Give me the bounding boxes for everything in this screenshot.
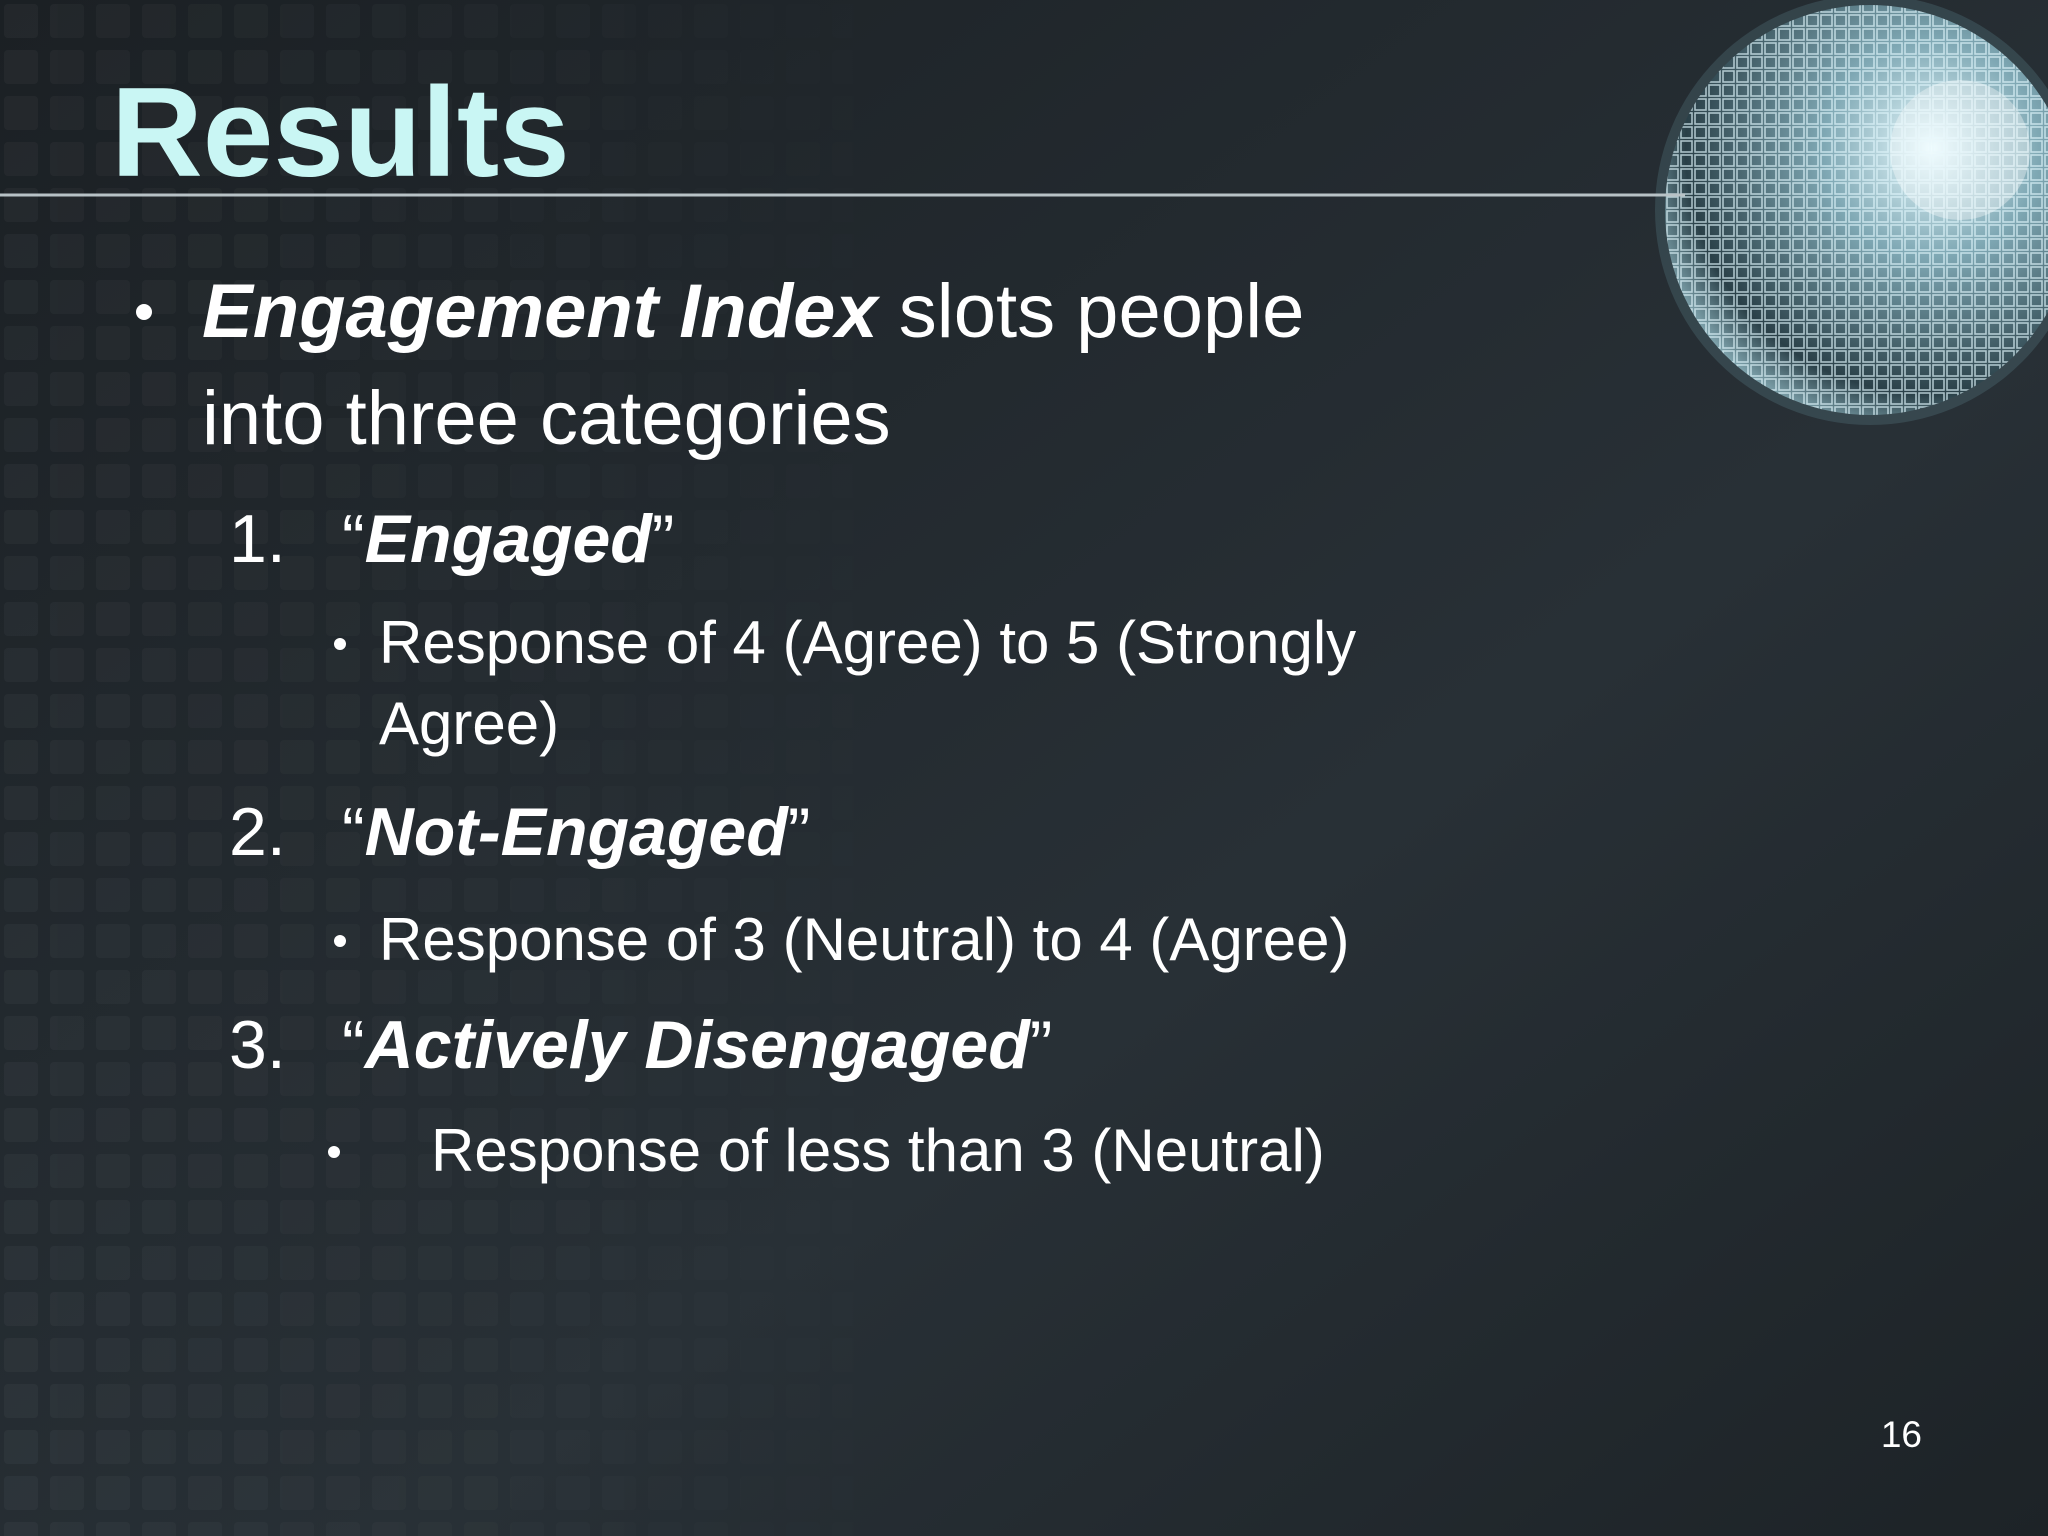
bullet-text-rest: slots people: [878, 269, 1305, 354]
sub-bullet-dot: [334, 638, 346, 650]
item-term: Actively Disengaged: [363, 1007, 1032, 1083]
item-number: 3.: [229, 1007, 286, 1083]
slide-title: Results: [111, 61, 570, 203]
globe: [1655, 0, 2048, 425]
bullet-text: Engagement Index slots people: [202, 269, 1304, 354]
sub-bullet-dot: [334, 935, 346, 947]
quote-close: ”: [1030, 1007, 1053, 1083]
quote-open: “: [342, 1007, 365, 1083]
sub-bullet-dot: [328, 1146, 340, 1158]
quote-open: “: [342, 501, 365, 577]
item-label: “Engaged”: [342, 501, 674, 577]
item-label: “Not-Engaged”: [342, 794, 810, 870]
quote-open: “: [342, 794, 365, 870]
bullet-dot: [136, 304, 152, 320]
item-detail: Response of less than 3 (Neutral): [431, 1117, 1325, 1184]
item-detail: Response of 3 (Neutral) to 4 (Agree): [379, 906, 1349, 973]
quote-close: ”: [652, 501, 675, 577]
item-detail: Response of 4 (Agree) to 5 (Strongly: [379, 609, 1356, 676]
item-label: “Actively Disengaged”: [342, 1007, 1052, 1083]
item-number: 1.: [229, 501, 286, 577]
item-term: Not-Engaged: [365, 794, 790, 870]
item-number: 2.: [229, 794, 286, 870]
bullet-term: Engagement Index: [202, 269, 880, 354]
item-term: Engaged: [365, 501, 654, 577]
bullet-text-line2: into three categories: [202, 376, 891, 461]
quote-close: ”: [788, 794, 811, 870]
item-detail: Agree): [379, 690, 559, 757]
page-number: 16: [1881, 1414, 1922, 1455]
